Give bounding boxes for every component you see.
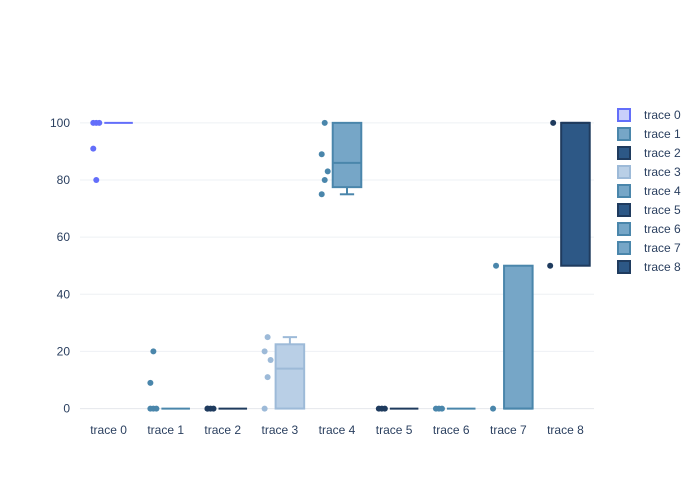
box-trace [147,348,190,412]
box-body [560,121,591,267]
legend-label: trace 8 [644,260,681,274]
data-point [493,262,500,269]
data-point [550,119,557,126]
y-tick-label: 80 [57,173,71,187]
box-trace [90,119,133,183]
legend-item[interactable]: trace 4 [617,184,681,198]
legend-label: trace 6 [644,222,681,236]
legend-item[interactable]: trace 7 [617,241,681,255]
data-point [490,405,497,412]
x-tick-label: trace 7 [490,423,527,437]
x-tick-label: trace 5 [376,423,413,437]
x-tick-label: trace 1 [147,423,184,437]
data-point [324,168,331,175]
box-body [503,264,534,410]
legend-swatch [617,241,631,255]
data-point [210,405,217,412]
x-axis: trace 0 trace 1 trace 2 trace 3 trace 4 trace… [90,423,584,437]
data-point [318,151,325,158]
box-trace [261,334,306,412]
x-tick-label: trace 2 [204,423,241,437]
data-point [261,348,268,355]
legend-label: trace 0 [644,108,681,122]
legend-label: trace 3 [644,165,681,179]
legend-label: trace 1 [644,127,681,141]
box-trace [432,405,476,412]
data-point [264,334,271,341]
data-point [204,405,211,412]
data-point [90,145,97,152]
data-point [96,119,103,126]
legend-item[interactable]: trace 2 [617,146,681,160]
legend-swatch [617,146,631,160]
box-body [274,343,306,410]
data-point [264,374,271,381]
legend-label: trace 4 [644,184,681,198]
box-traces [90,119,591,412]
data-point [438,405,445,412]
legend-item[interactable]: trace 3 [617,165,681,179]
x-tick-label: trace 4 [319,423,356,437]
box-body [331,121,363,189]
legend-item[interactable]: trace 8 [617,260,681,274]
box-trace [204,405,248,412]
legend-swatch [617,165,631,179]
y-tick-label: 100 [50,116,70,130]
box-trace [490,262,534,412]
legend-item[interactable]: trace 0 [617,108,681,122]
legend-swatch [617,184,631,198]
data-point [318,191,325,198]
box-trace [375,405,419,412]
legend[interactable]: trace 0 trace 1 trace 2 trace 3 trace 4 trace… [617,108,681,274]
data-point [321,119,328,126]
data-point [153,405,160,412]
y-tick-label: 40 [57,287,71,301]
data-point [261,405,268,412]
box-trace [547,119,591,269]
legend-swatch [617,108,631,122]
y-tick-label: 0 [63,402,70,416]
data-point [147,379,154,386]
y-tick-label: 60 [57,230,71,244]
y-axis: 0 20 40 60 80 100 [50,116,70,416]
data-point [547,262,554,269]
x-tick-label: trace 8 [547,423,584,437]
x-tick-label: trace 6 [433,423,470,437]
legend-swatch [617,222,631,236]
legend-swatch [617,127,631,141]
data-point [267,357,274,363]
legend-swatch [617,260,631,274]
box-trace [318,119,363,198]
legend-item[interactable]: trace 5 [617,203,681,217]
x-tick-label: trace 3 [262,423,299,437]
y-tick-label: 20 [57,344,71,358]
legend-label: trace 5 [644,203,681,217]
legend-label: trace 2 [644,146,681,160]
data-point [321,177,328,183]
legend-item[interactable]: trace 1 [617,127,681,141]
data-point [150,348,157,355]
legend-label: trace 7 [644,241,681,255]
x-tick-label: trace 0 [90,423,127,437]
legend-item[interactable]: trace 6 [617,222,681,236]
legend-swatch [617,203,631,217]
data-point [381,405,388,412]
data-point [93,177,100,183]
